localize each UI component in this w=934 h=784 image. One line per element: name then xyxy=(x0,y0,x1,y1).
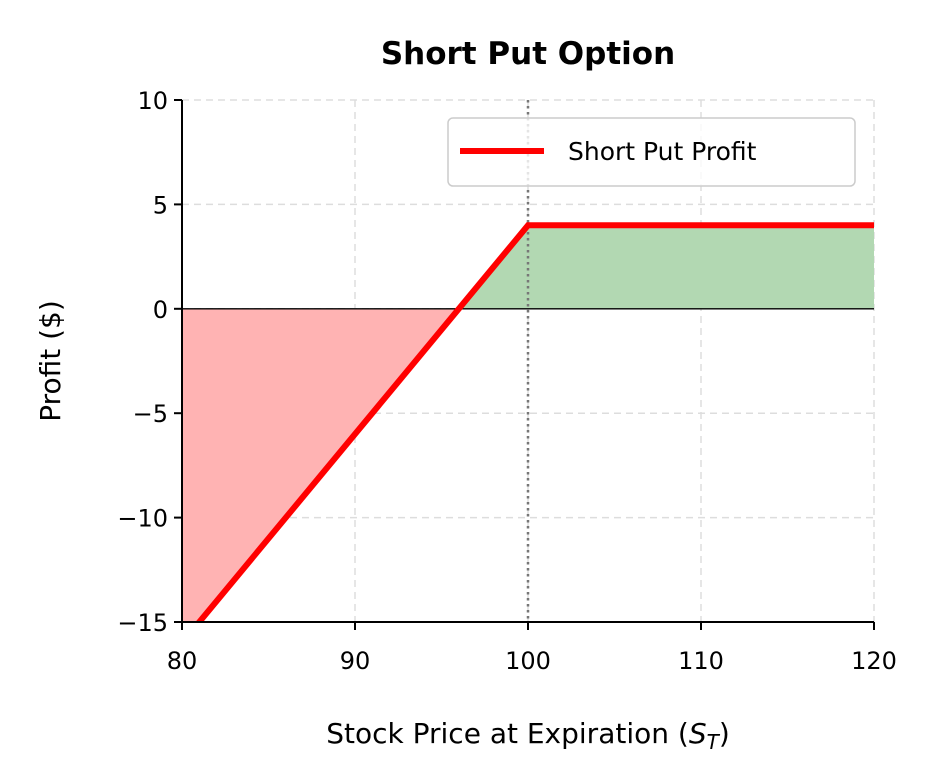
ticks: 80 90 100 110 120 10 5 0 −5 −10 −15 xyxy=(117,87,897,675)
y-tick-label: 5 xyxy=(153,191,168,219)
x-axis-label-sub: T xyxy=(707,730,721,754)
loss-area xyxy=(182,308,459,622)
x-tick-label: 110 xyxy=(678,647,724,675)
x-axis-label-text: Stock Price at Expiration xyxy=(326,717,669,750)
x-tick-label: 80 xyxy=(167,647,198,675)
profit-area xyxy=(458,225,874,309)
series-group xyxy=(195,222,874,622)
x-axis-label: Stock Price at Expiration (ST) xyxy=(326,717,730,754)
reference-lines xyxy=(182,100,874,622)
y-tick-label: 0 xyxy=(153,296,168,324)
x-tick-label: 100 xyxy=(505,647,551,675)
legend-box xyxy=(447,117,856,187)
series-line-short-put-profit xyxy=(195,222,874,622)
legend-label: Short Put Profit xyxy=(568,137,757,166)
y-tick-label: −5 xyxy=(133,400,168,428)
x-axis-label-close: ) xyxy=(719,717,730,750)
profit-loss-fills xyxy=(182,225,874,622)
x-tick-label: 120 xyxy=(851,647,897,675)
y-axis-label: Profit ($) xyxy=(34,300,67,422)
x-tick-label: 90 xyxy=(340,647,371,675)
y-tick-label: −15 xyxy=(117,609,168,637)
y-tick-label: −10 xyxy=(117,505,168,533)
x-axis-label-var: S xyxy=(689,717,707,750)
y-tick-label: 10 xyxy=(137,87,168,115)
legend: Short Put Profit xyxy=(447,117,856,187)
chart-title: Short Put Option xyxy=(381,36,675,72)
